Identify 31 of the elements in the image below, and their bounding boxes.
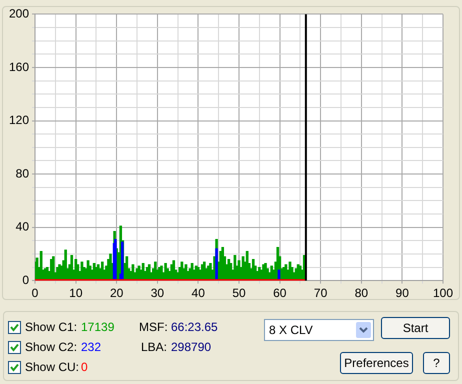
- y-tick-label: 120: [8, 113, 30, 128]
- x-tick-label: 20: [110, 286, 124, 300]
- x-tick-label: 100: [432, 286, 454, 300]
- y-tick-label: 40: [16, 220, 30, 234]
- text: Show C2:: [25, 340, 78, 354]
- text: ?: [423, 352, 450, 374]
- x-tick-label: 0: [32, 286, 39, 300]
- text: 232: [81, 340, 102, 354]
- text: 8 X CLV: [269, 323, 313, 337]
- x-tick-label: 60: [273, 286, 287, 300]
- text: MSF:: [139, 320, 168, 334]
- text: Start: [381, 317, 450, 339]
- text: 0: [81, 360, 88, 374]
- y-tick-label: 0: [22, 272, 30, 287]
- text: LBA:: [141, 340, 168, 354]
- y-tick-label: 160: [8, 60, 30, 74]
- x-tick-label: 30: [150, 286, 164, 300]
- text: Show C1:: [25, 320, 78, 334]
- y-tick-label: 80: [16, 166, 30, 180]
- y-tick-label: 200: [8, 6, 30, 21]
- x-tick-label: 90: [396, 286, 410, 300]
- text: 66:23.65: [171, 320, 218, 334]
- text: 298790: [171, 340, 212, 354]
- text: Show CU:: [25, 360, 80, 374]
- x-tick-label: 80: [354, 286, 368, 300]
- x-tick-label: 10: [69, 286, 83, 300]
- x-tick-label: 70: [314, 286, 328, 300]
- text: 17139: [81, 320, 114, 334]
- text: Preferences: [340, 352, 413, 374]
- x-tick-label: 40: [192, 286, 206, 300]
- x-tick-label: 50: [232, 286, 246, 300]
